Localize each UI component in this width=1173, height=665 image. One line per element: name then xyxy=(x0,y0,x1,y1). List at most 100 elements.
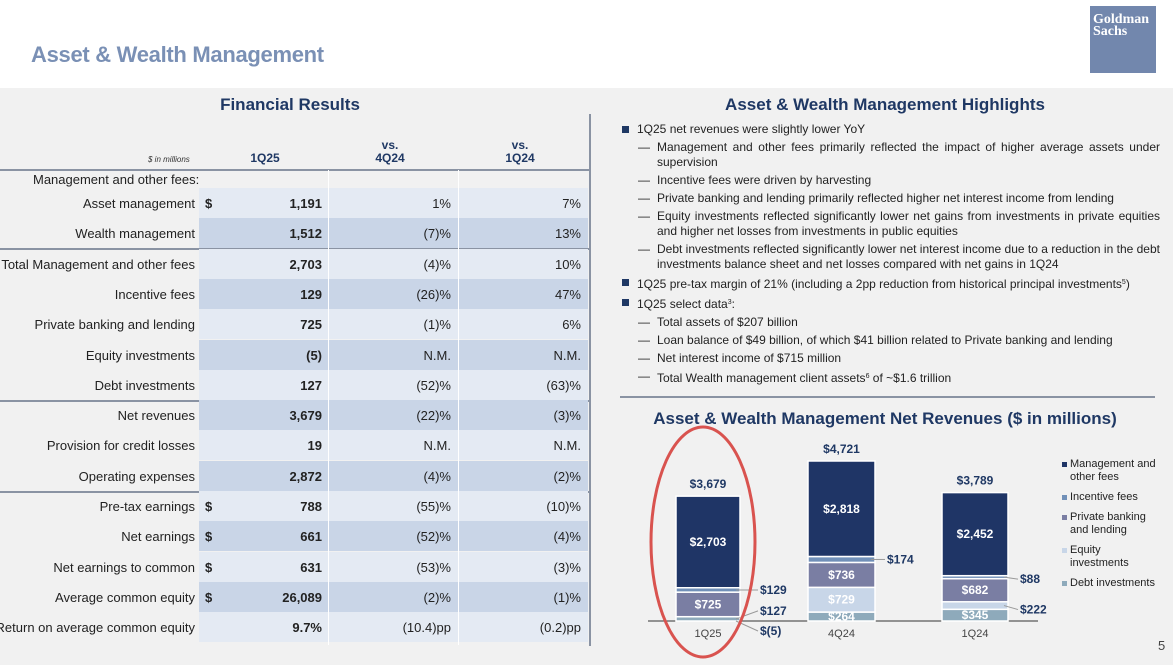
row-label: Net revenues xyxy=(117,408,195,423)
sub-bullet: Private banking and lending primarily re… xyxy=(620,191,1160,206)
logo-line: Sachs xyxy=(1093,24,1128,39)
bullet-text: 1Q25 select data xyxy=(637,297,728,311)
col-header-vs: vs. xyxy=(381,138,399,152)
logo-line: Goldman xyxy=(1093,12,1150,27)
row-shade xyxy=(199,461,588,491)
value-1q25: 19 xyxy=(307,438,322,453)
bar-segment-equity-investments xyxy=(941,601,1009,611)
header-separator xyxy=(0,169,589,171)
table-row: Private banking and lending 725 (1)% 6% xyxy=(0,309,589,339)
table-row: Return on average common equity 9.7% (10… xyxy=(0,612,589,642)
legend-item: Management and other fees xyxy=(1062,458,1162,484)
sub-bullet: Total Wealth management client assets6 o… xyxy=(620,369,1160,386)
highlight-circle xyxy=(649,425,757,659)
category-label: 1Q24 xyxy=(962,628,989,640)
bullet: 1Q25 pre-tax margin of 21% (including a … xyxy=(620,275,1160,292)
page-title: Asset & Wealth Management xyxy=(31,42,324,67)
legend-item: Debt investments xyxy=(1062,577,1162,590)
value-vs-1q24: (10)% xyxy=(546,499,581,514)
row-shade xyxy=(199,552,588,582)
dollar-sign: $ xyxy=(205,499,213,514)
legend-label: Debt investments xyxy=(1070,577,1155,589)
bullet: 1Q25 net revenues were slightly lower Yo… xyxy=(620,122,1160,137)
row-shade xyxy=(199,218,588,248)
value-vs-1q24: (0.2)pp xyxy=(539,620,581,635)
sub-bullet: Management and other fees primarily refl… xyxy=(620,140,1160,170)
row-label: Operating expenses xyxy=(78,469,195,484)
value-vs-1q24: 47% xyxy=(554,287,581,302)
value-1q25: 26,089 xyxy=(282,590,322,605)
financial-results-title: Financial Results xyxy=(220,95,360,114)
legend-label: Management and other fees xyxy=(1070,458,1156,483)
data-label: $682 xyxy=(962,583,989,597)
value-vs-4q24: (7)% xyxy=(423,226,451,241)
row-shade xyxy=(199,521,588,551)
legend-label: Equity investments xyxy=(1070,544,1129,569)
table-row: Operating expenses 2,872 (4)% (2)% xyxy=(0,461,589,491)
row-shade xyxy=(199,612,588,642)
table-row: Total Management and other fees 2,703 (4… xyxy=(0,249,589,279)
bar-segment-incentive-fees xyxy=(807,555,876,564)
value-vs-4q24: 1% xyxy=(432,196,451,211)
row-shade xyxy=(199,188,588,218)
value-1q25: 3,679 xyxy=(289,408,322,423)
footnote-ref: 3 xyxy=(727,299,732,306)
table-row: Provision for credit losses 19 N.M. N.M. xyxy=(0,430,589,460)
row-shade xyxy=(199,340,588,370)
data-label: $88 xyxy=(1020,572,1040,586)
value-vs-4q24: (10.4)pp xyxy=(402,620,451,635)
sub-bullet: Net interest income of $715 million xyxy=(620,351,1160,366)
legend-label: Incentive fees xyxy=(1070,491,1138,503)
table-row: Net earnings $ 661 (52)% (4)% xyxy=(0,521,589,551)
value-vs-1q24: (3)% xyxy=(553,408,581,423)
value-vs-4q24: (4)% xyxy=(423,257,451,272)
row-label: Average common equity xyxy=(55,590,195,605)
value-1q25: 661 xyxy=(300,529,322,544)
value-vs-4q24: N.M. xyxy=(423,348,451,363)
highlights-title: Asset & Wealth Management Highlights xyxy=(725,95,1045,114)
value-vs-1q24: (4)% xyxy=(553,529,581,544)
value-vs-1q24: 10% xyxy=(554,257,581,272)
row-label: Net earnings to common xyxy=(53,560,195,575)
header xyxy=(0,0,1173,88)
value-vs-1q24: 13% xyxy=(554,226,581,241)
sub-bullet: Equity investments reflected significant… xyxy=(620,209,1160,239)
value-1q25: 631 xyxy=(300,560,322,575)
footnote-ref: 5 xyxy=(1121,279,1126,286)
legend-item: Private banking and lending xyxy=(1062,511,1162,537)
sub-bullet: Loan balance of $49 billion, of which $4… xyxy=(620,333,1160,348)
data-label: $729 xyxy=(828,593,855,607)
row-label: Equity investments xyxy=(85,348,195,363)
footnote-ref: 6 xyxy=(865,373,870,380)
value-1q25: 127 xyxy=(300,378,322,393)
table-row: Average common equity $ 26,089 (2)% (1)% xyxy=(0,582,589,612)
value-1q25: 725 xyxy=(300,317,322,332)
data-label: $129 xyxy=(760,583,787,597)
table-row: Pre-tax earnings $ 788 (55)% (10)% xyxy=(0,491,589,521)
units-label: $ in millions xyxy=(148,155,190,164)
bullet-text: 1Q25 pre-tax margin of 21% (including a … xyxy=(637,277,1122,291)
section-label: Management and other fees: xyxy=(33,172,200,187)
value-vs-4q24: (26)% xyxy=(416,287,451,302)
value-vs-4q24: N.M. xyxy=(423,438,451,453)
total-label: $4,721 xyxy=(823,442,860,456)
value-1q25: 1,191 xyxy=(289,196,322,211)
column-divider xyxy=(328,170,329,645)
row-shade xyxy=(199,370,588,400)
legend-label: Private banking and lending xyxy=(1070,511,1146,536)
column-divider xyxy=(458,170,459,645)
value-vs-1q24: (3)% xyxy=(553,560,581,575)
table-row: Net earnings to common $ 631 (53)% (3)% xyxy=(0,552,589,582)
value-vs-1q24: N.M. xyxy=(553,438,581,453)
legend-item: Equity investments xyxy=(1062,544,1162,570)
chart-divider xyxy=(620,396,1155,398)
row-shade xyxy=(199,491,588,521)
table-row: Net revenues 3,679 (22)% (3)% xyxy=(0,400,589,430)
value-vs-4q24: (52)% xyxy=(416,529,451,544)
sub-bullet: Debt investments reflected significantly… xyxy=(620,242,1160,272)
row-label: Pre-tax earnings xyxy=(99,499,195,514)
bullet-text: of ~$1.6 trillion xyxy=(869,371,952,385)
col-header-1q25: 1Q25 xyxy=(250,151,280,165)
data-label: $2,818 xyxy=(823,502,860,516)
